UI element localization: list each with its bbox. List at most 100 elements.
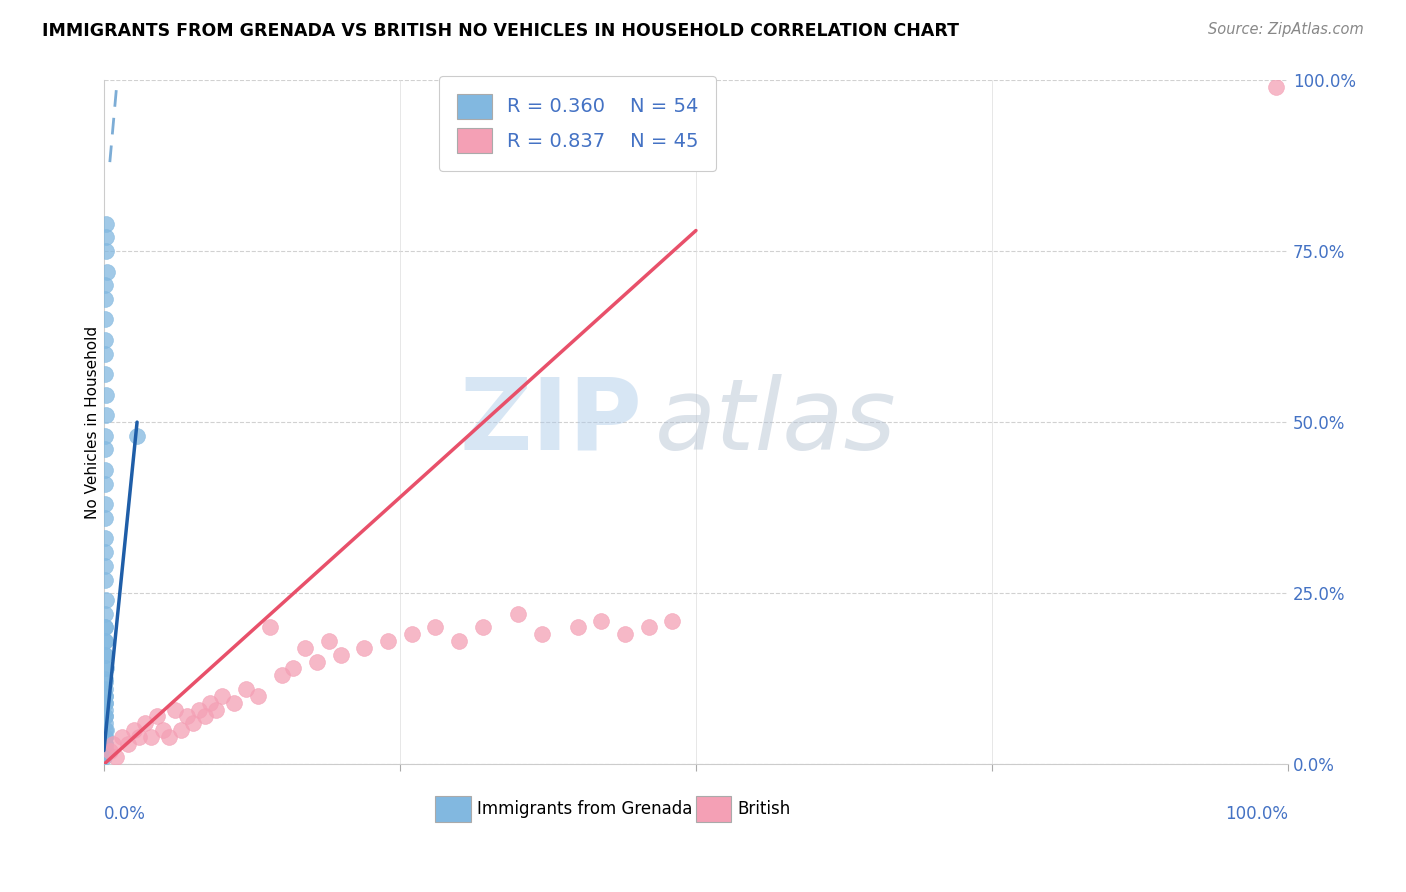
Point <box>134 716 156 731</box>
Point <box>93 747 115 761</box>
Point <box>661 614 683 628</box>
Point <box>508 607 530 621</box>
Point <box>329 648 352 662</box>
Point <box>93 661 115 675</box>
Point <box>591 614 613 628</box>
Point <box>94 409 117 423</box>
Point <box>94 545 117 559</box>
Point <box>94 709 117 723</box>
Point <box>94 278 117 293</box>
Point <box>305 655 328 669</box>
Point <box>187 702 209 716</box>
Point <box>93 497 115 511</box>
Point <box>425 620 447 634</box>
Point <box>93 689 115 703</box>
Text: Source: ZipAtlas.com: Source: ZipAtlas.com <box>1208 22 1364 37</box>
Point <box>94 217 117 231</box>
Point <box>176 709 198 723</box>
Point <box>205 702 228 716</box>
Point <box>283 661 305 675</box>
Point <box>401 627 423 641</box>
Point <box>94 573 117 587</box>
Point <box>318 634 340 648</box>
Point <box>93 743 115 757</box>
Point <box>93 681 115 696</box>
Point <box>141 730 163 744</box>
Point <box>449 634 471 648</box>
Text: 0.0%: 0.0% <box>104 805 146 823</box>
Text: atlas: atlas <box>655 374 896 471</box>
Point <box>259 620 281 634</box>
Point <box>94 368 117 382</box>
Point <box>637 620 659 634</box>
Point <box>96 244 118 258</box>
Point <box>94 723 117 737</box>
Text: Immigrants from Grenada: Immigrants from Grenada <box>477 800 692 819</box>
Point <box>94 661 117 675</box>
Point <box>93 648 115 662</box>
Point <box>94 312 117 326</box>
Point <box>471 620 494 634</box>
Point <box>94 648 117 662</box>
Point <box>170 723 193 737</box>
Point <box>94 702 117 716</box>
Point <box>531 627 554 641</box>
Point <box>224 696 246 710</box>
Point <box>211 689 233 703</box>
Text: British: British <box>737 800 790 819</box>
Point <box>93 737 115 751</box>
FancyBboxPatch shape <box>696 797 731 822</box>
Text: IMMIGRANTS FROM GRENADA VS BRITISH NO VEHICLES IN HOUSEHOLD CORRELATION CHART: IMMIGRANTS FROM GRENADA VS BRITISH NO VE… <box>42 22 959 40</box>
Point <box>103 737 125 751</box>
Point <box>163 702 186 716</box>
Point <box>235 681 257 696</box>
Point <box>94 672 117 686</box>
Point <box>125 429 148 443</box>
Point <box>111 730 134 744</box>
Point <box>94 593 117 607</box>
Point <box>94 292 117 306</box>
Point <box>94 532 117 546</box>
Point <box>157 730 180 744</box>
Point <box>94 607 117 621</box>
Point <box>94 696 117 710</box>
Point <box>104 750 127 764</box>
Point <box>122 723 145 737</box>
Point <box>94 230 117 244</box>
Point <box>246 689 269 703</box>
Point <box>94 558 117 573</box>
Legend: R = 0.360    N = 54, R = 0.837    N = 45: R = 0.360 N = 54, R = 0.837 N = 45 <box>439 76 716 170</box>
Point <box>94 634 117 648</box>
Point <box>128 730 150 744</box>
Point <box>94 388 117 402</box>
Point <box>152 723 174 737</box>
Point <box>94 511 117 525</box>
Point <box>94 737 117 751</box>
Point <box>93 620 115 634</box>
Text: 100.0%: 100.0% <box>1225 805 1288 823</box>
Point <box>93 689 115 703</box>
Point <box>94 620 117 634</box>
Point <box>94 730 117 744</box>
Point <box>377 634 399 648</box>
Point <box>98 743 121 757</box>
Point <box>94 463 117 477</box>
Point <box>94 333 117 347</box>
Point <box>613 627 636 641</box>
Point <box>94 709 117 723</box>
Point <box>1265 79 1288 94</box>
Point <box>93 675 115 690</box>
Point <box>93 716 115 731</box>
Text: ZIP: ZIP <box>460 374 643 471</box>
Point <box>93 476 115 491</box>
Point <box>94 347 117 361</box>
Point <box>94 730 117 744</box>
Point <box>96 264 118 278</box>
Point <box>200 696 222 710</box>
FancyBboxPatch shape <box>436 797 471 822</box>
Point <box>94 723 117 737</box>
Point <box>93 429 115 443</box>
Point <box>270 668 292 682</box>
Point <box>353 640 375 655</box>
Point <box>94 442 117 457</box>
